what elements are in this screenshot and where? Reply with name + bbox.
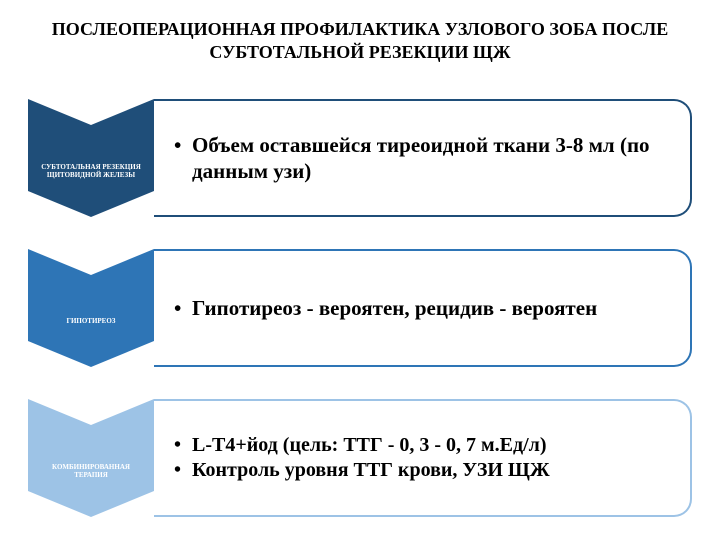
bullet-item: Гипотиреоз - вероятен, рецидив - верояте…: [172, 295, 668, 321]
chevron-arrow: СУБТОТАЛЬНАЯ РЕЗЕКЦИЯ ЩИТОВИДНОЙ ЖЕЛЕЗЫ: [28, 99, 154, 217]
chevron-label: ГИПОТИРЕОЗ: [28, 249, 154, 367]
process-row: СУБТОТАЛЬНАЯ РЕЗЕКЦИЯ ЩИТОВИДНОЙ ЖЕЛЕЗЫ О…: [28, 99, 692, 217]
bullet-list: Гипотиреоз - вероятен, рецидив - верояте…: [172, 295, 668, 321]
content-box: L-Т4+йод (цель: ТТГ - 0, 3 - 0, 7 м.Ед/л…: [154, 399, 692, 517]
chevron-label: КОМБИНИРОВАННАЯ ТЕРАПИЯ: [28, 399, 154, 517]
bullet-list: L-Т4+йод (цель: ТТГ - 0, 3 - 0, 7 м.Ед/л…: [172, 433, 668, 483]
chevron-arrow: ГИПОТИРЕОЗ: [28, 249, 154, 367]
process-row: КОМБИНИРОВАННАЯ ТЕРАПИЯ L-Т4+йод (цель: Т…: [28, 399, 692, 517]
bullet-item: Объем оставшейся тиреоидной ткани 3-8 мл…: [172, 132, 668, 185]
slide-title: ПОСЛЕОПЕРАЦИОННАЯ ПРОФИЛАКТИКА УЗЛОВОГО …: [28, 18, 692, 63]
bullet-item: Контроль уровня ТТГ крови, УЗИ ЩЖ: [172, 458, 668, 483]
chevron-arrow: КОМБИНИРОВАННАЯ ТЕРАПИЯ: [28, 399, 154, 517]
chevron-label: СУБТОТАЛЬНАЯ РЕЗЕКЦИЯ ЩИТОВИДНОЙ ЖЕЛЕЗЫ: [28, 99, 154, 217]
slide: ПОСЛЕОПЕРАЦИОННАЯ ПРОФИЛАКТИКА УЗЛОВОГО …: [0, 0, 720, 540]
process-row: ГИПОТИРЕОЗ Гипотиреоз - вероятен, рецидив…: [28, 249, 692, 367]
content-box: Гипотиреоз - вероятен, рецидив - верояте…: [154, 249, 692, 367]
rows-container: СУБТОТАЛЬНАЯ РЕЗЕКЦИЯ ЩИТОВИДНОЙ ЖЕЛЕЗЫ О…: [28, 99, 692, 517]
content-box: Объем оставшейся тиреоидной ткани 3-8 мл…: [154, 99, 692, 217]
bullet-item: L-Т4+йод (цель: ТТГ - 0, 3 - 0, 7 м.Ед/л…: [172, 433, 668, 458]
bullet-list: Объем оставшейся тиреоидной ткани 3-8 мл…: [172, 132, 668, 185]
